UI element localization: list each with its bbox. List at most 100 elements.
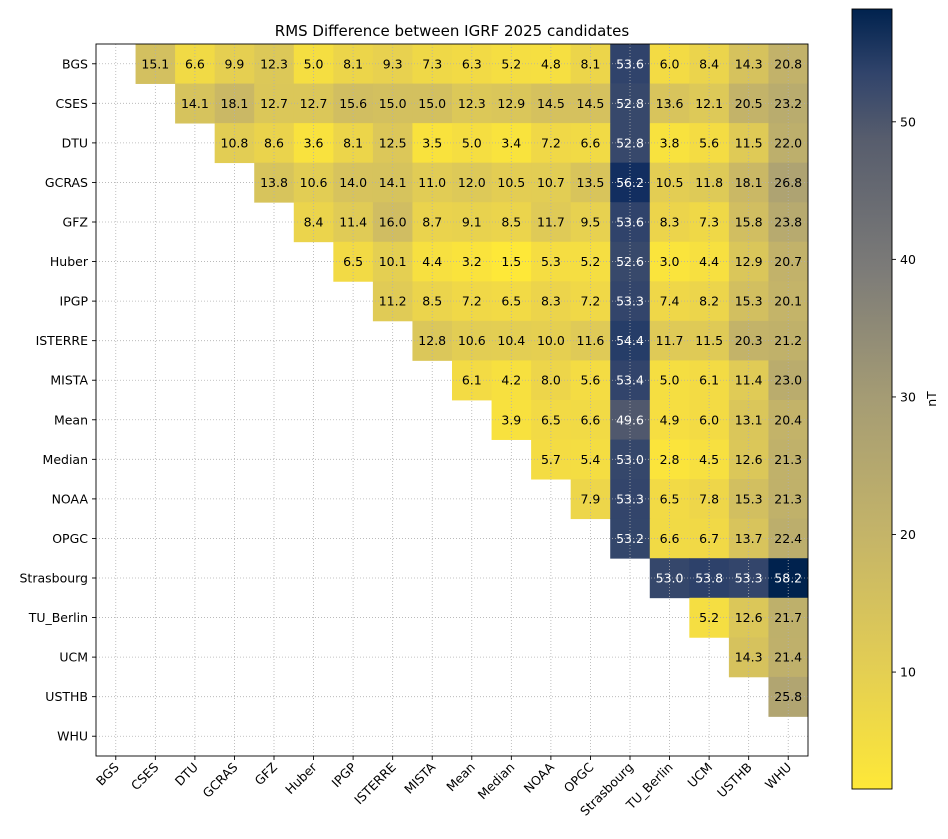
cell-value-label: 7.4: [660, 294, 680, 309]
cell-value-label: 10.8: [221, 135, 249, 150]
cell-value-label: 5.3: [541, 254, 561, 269]
cell-value-label: 3.8: [660, 135, 680, 150]
cell-value-label: 11.4: [735, 373, 763, 388]
cell-value-label: 3.9: [501, 412, 521, 427]
cell-value-label: 5.0: [462, 135, 482, 150]
cell-value-label: 6.6: [185, 56, 205, 71]
cell-value-label: 3.0: [660, 254, 680, 269]
x-tick-label: ISTERRE: [351, 759, 399, 807]
heatmap-cell: [689, 320, 730, 361]
cell-value-label: 7.8: [699, 491, 719, 506]
cell-value-label: 53.2: [616, 531, 644, 546]
cell-value-label: 9.3: [383, 56, 403, 71]
cell-value-label: 4.9: [660, 412, 680, 427]
x-tick-label: UCM: [684, 760, 715, 791]
cell-value-label: 7.9: [580, 491, 600, 506]
cell-value-label: 11.2: [379, 294, 407, 309]
cell-value-label: 9.9: [224, 56, 244, 71]
cell-value-label: 26.8: [774, 175, 802, 190]
cell-value-label: 15.8: [735, 215, 763, 230]
cell-value-label: 53.3: [616, 294, 644, 309]
cell-value-label: 6.5: [501, 294, 521, 309]
cell-value-label: 6.3: [462, 56, 482, 71]
cell-value-label: 4.2: [501, 373, 521, 388]
cell-value-label: 6.5: [343, 254, 363, 269]
cell-value-label: 20.5: [735, 96, 763, 111]
cell-value-label: 5.6: [580, 373, 600, 388]
cell-value-label: 6.5: [541, 412, 561, 427]
cell-value-label: 4.5: [699, 452, 719, 467]
cell-value-label: 14.1: [181, 96, 209, 111]
cell-value-label: 53.0: [616, 452, 644, 467]
y-tick-label: Mean: [54, 412, 88, 427]
cell-value-label: 15.0: [418, 96, 446, 111]
cell-value-label: 15.3: [735, 294, 763, 309]
cell-value-label: 20.4: [774, 412, 802, 427]
cell-value-label: 58.2: [774, 571, 802, 586]
x-tick-label: MISTA: [401, 759, 439, 797]
cell-value-label: 12.0: [458, 175, 486, 190]
cell-value-label: 53.4: [616, 373, 644, 388]
cell-value-label: 10.0: [537, 333, 565, 348]
cell-value-label: 10.7: [537, 175, 565, 190]
cell-value-label: 8.0: [541, 373, 561, 388]
cell-value-label: 8.5: [501, 215, 521, 230]
colorbar-tick-label: 30: [900, 389, 916, 404]
x-tick-label: NOAA: [521, 759, 558, 796]
y-tick-label: OPGC: [52, 531, 88, 546]
cell-value-label: 23.0: [774, 373, 802, 388]
cell-value-labels: 15.1 6.6 9.9 12.3 5.0 8.1 9.3 7.3 6.3 5.2 4.8 8.1 53…: [141, 56, 802, 704]
colorbar-tick-label: 10: [900, 665, 916, 680]
cell-value-label: 6.6: [580, 135, 600, 150]
cell-value-label: 6.1: [462, 373, 482, 388]
y-tick-label: WHU: [57, 729, 88, 744]
cell-value-label: 14.5: [537, 96, 565, 111]
y-tick-label: GFZ: [63, 215, 88, 230]
cell-value-label: 8.1: [343, 56, 363, 71]
cell-value-label: 5.0: [304, 56, 324, 71]
cell-value-label: 12.3: [458, 96, 486, 111]
cell-value-label: 13.7: [735, 531, 763, 546]
cell-value-label: 5.2: [699, 610, 719, 625]
x-tick-label: IPGP: [329, 759, 360, 790]
y-tick-label: GCRAS: [45, 175, 88, 190]
cell-value-label: 12.3: [260, 56, 288, 71]
cell-value-label: 22.4: [774, 531, 802, 546]
cell-value-label: 11.7: [537, 215, 565, 230]
cell-value-label: 20.1: [774, 294, 802, 309]
cell-value-label: 10.5: [497, 175, 525, 190]
cell-value-label: 7.3: [699, 215, 719, 230]
cell-value-label: 6.0: [660, 56, 680, 71]
y-tick-label: Strasbourg: [19, 571, 88, 586]
x-tick-label: BGS: [93, 759, 122, 788]
y-tick-label: IPGP: [60, 294, 89, 309]
y-tick-label: Huber: [50, 254, 89, 269]
x-tick-label: GFZ: [252, 760, 281, 789]
cell-value-label: 52.8: [616, 96, 644, 111]
cell-value-label: 6.0: [699, 412, 719, 427]
cell-value-label: 8.7: [422, 215, 442, 230]
y-tick-label: DTU: [62, 135, 88, 150]
cell-value-label: 6.7: [699, 531, 719, 546]
cell-value-label: 11.5: [735, 135, 763, 150]
cell-value-label: 53.0: [656, 571, 684, 586]
cell-value-label: 54.4: [616, 333, 644, 348]
cell-value-label: 53.3: [735, 571, 763, 586]
cell-value-label: 13.5: [577, 175, 605, 190]
y-tick-label: TU_Berlin: [28, 610, 88, 625]
cell-value-label: 7.2: [541, 135, 561, 150]
cell-value-label: 10.6: [300, 175, 328, 190]
cell-value-label: 21.3: [774, 452, 802, 467]
cell-value-label: 11.4: [339, 215, 367, 230]
cell-value-label: 53.6: [616, 56, 644, 71]
cell-value-label: 14.3: [735, 650, 763, 665]
y-tick-label: ISTERRE: [36, 333, 89, 348]
colorbar: [851, 8, 893, 790]
cell-value-label: 10.5: [656, 175, 684, 190]
cell-value-label: 56.2: [616, 175, 644, 190]
cell-value-label: 7.2: [462, 294, 482, 309]
cell-value-label: 23.2: [774, 96, 802, 111]
cell-value-label: 49.6: [616, 412, 644, 427]
cell-value-label: 3.4: [501, 135, 521, 150]
